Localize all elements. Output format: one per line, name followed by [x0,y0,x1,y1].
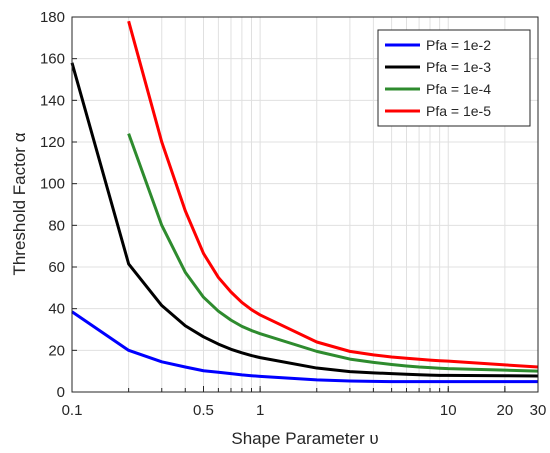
plot-frame [71,16,539,393]
x-tick-label: 0.1 [62,402,83,419]
y-tick-label: 160 [40,51,65,68]
legend-label: Pfa = 1e-3 [426,59,491,75]
y-tick-label: 20 [48,342,65,359]
x-tick-label: 30 [530,402,547,419]
series-line [70,62,539,378]
axis-ticks: 0 20 40 60 80 100 120 140 160 180 0.1 0.5 1 10 20 30 [40,9,546,419]
y-tick-label: 140 [40,92,65,109]
y-tick-label: 40 [48,301,65,318]
y-axis-label: Threshold Factor α [10,132,29,275]
series-line [127,133,539,373]
x-tick-label: 1 [256,402,264,419]
legend-label: Pfa = 1e-4 [426,81,491,97]
y-tick-label: 120 [40,134,65,151]
legend-label: Pfa = 1e-2 [426,37,491,53]
x-tick-label: 20 [497,402,514,419]
series-line [127,20,539,369]
series-line [71,310,538,384]
x-tick-label: 0.5 [193,402,214,419]
series-lines [70,20,539,384]
legend-label: Pfa = 1e-5 [426,103,491,119]
y-tick-label: 80 [48,217,65,234]
y-tick-label: 0 [57,384,65,401]
y-tick-label: 60 [48,259,65,276]
x-axis-label: Shape Parameter υ [231,429,378,448]
x-tick-label: 10 [440,402,457,419]
y-tick-label: 100 [40,176,65,193]
y-tick-label: 180 [40,9,65,26]
legend: Pfa = 1e-2 Pfa = 1e-3 Pfa = 1e-4 Pfa = 1e-5 [377,29,531,127]
